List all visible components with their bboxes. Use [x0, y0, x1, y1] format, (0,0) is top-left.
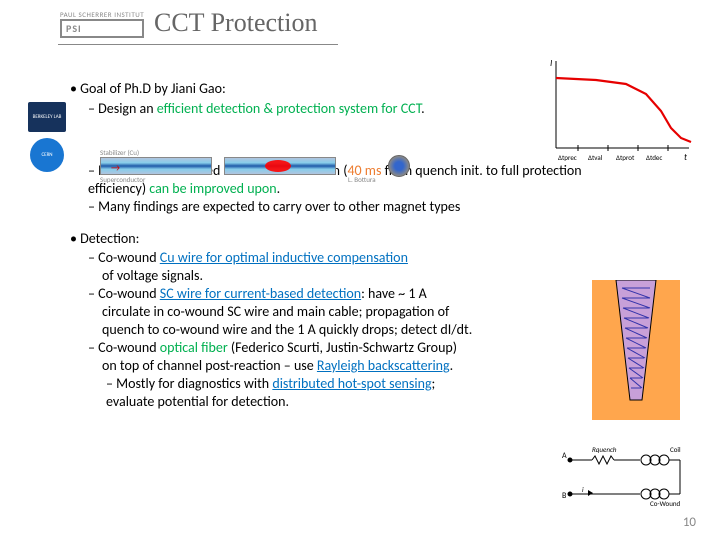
psi-mark: PSI — [60, 19, 144, 38]
svg-text:Δtprot: Δtprot — [616, 153, 635, 162]
berkeley-lab-logo: BERKELEY LAB — [28, 102, 66, 132]
svg-text:Δtprec: Δtprec — [558, 153, 577, 162]
title-underline — [58, 44, 338, 45]
bullet-det-b-l2: circulate in co-wound SC wire and main c… — [102, 303, 590, 321]
text-blue: Rayleigh backscattering — [317, 357, 450, 374]
iv-curve-chart: I t Δtprec Δtval Δtprot Δtdec — [544, 56, 694, 166]
svg-text:I: I — [550, 58, 552, 69]
arrow-icon: → — [111, 161, 120, 174]
sc-cross-section-icon — [388, 155, 410, 177]
text: . — [421, 100, 425, 117]
text: ; — [432, 375, 436, 392]
text-green: efficient detection & protection system … — [157, 100, 421, 117]
circuit-label-r: Rquench — [592, 446, 617, 454]
arrow-icon — [588, 490, 593, 496]
bullet-det-a-l2: of voltage signals. — [102, 267, 590, 285]
bullet-detection: Detection: — [70, 230, 590, 248]
circuit-label-b: B — [562, 491, 567, 501]
svg-text:Δtval: Δtval — [588, 153, 603, 162]
text: Co-wound — [98, 285, 160, 302]
circuit-label-i: i — [582, 485, 584, 494]
bullet-goal-c: Many findings are expected to carry over… — [88, 198, 590, 216]
bullet-det-c-l3: – Mostly for diagnostics with distribute… — [106, 375, 590, 393]
superconductor-diagram: Stabilizer (Cu) → Superconductor L. Bott… — [100, 148, 410, 184]
sc-bar-right — [224, 157, 336, 175]
institute-logo: PAUL SCHERRER INSTITUT PSI — [60, 10, 144, 38]
text-blue: distributed hot-spot sensing — [272, 375, 431, 392]
quench-blob-icon — [265, 160, 291, 172]
bullet-det-c-l4: evaluate potential for detection. — [106, 393, 590, 411]
bullet-det-b: Co-wound SC wire for current-based detec… — [88, 285, 590, 303]
text-green: optical fiber — [160, 339, 228, 356]
svg-text:Δtdec: Δtdec — [646, 153, 662, 162]
circuit-diagram: A B Rquench Coil Co-Wound i — [562, 446, 692, 508]
text: on top of channel post-reaction – use — [102, 357, 317, 374]
sc-label-stabilizer: Stabilizer (Cu) — [100, 148, 212, 157]
text: Co-wound — [98, 339, 160, 356]
slot-diagram — [592, 280, 680, 420]
circuit-label-cowound: Co-Wound — [650, 499, 681, 508]
bullet-det-c-l2: on top of channel post-reaction – use Ra… — [102, 357, 590, 375]
page-title: CCT Protection — [154, 8, 317, 38]
text: : have ~ 1 A — [361, 285, 427, 302]
text: Design an — [98, 100, 157, 117]
bullet-goal-a: Design an efficient detection & protecti… — [88, 100, 590, 118]
cern-logo: CERN — [30, 138, 64, 172]
bullet-det-c: Co-wound optical fiber (Federico Scurti,… — [88, 339, 590, 357]
slide-content: Goal of Ph.D by Jiani Gao: Design an eff… — [70, 78, 590, 411]
institute-name: PAUL SCHERRER INSTITUT — [60, 10, 144, 19]
sc-bar-left: → — [100, 157, 212, 175]
sc-label-superconductor: Superconductor — [100, 175, 212, 184]
text: – Mostly for diagnostics with — [106, 375, 272, 392]
bullet-det-a: Co-wound Cu wire for optimal inductive c… — [88, 249, 590, 267]
text: Co-wound — [98, 249, 160, 266]
page-number: 10 — [683, 515, 696, 530]
bullet-det-b-l3: quench to co-wound wire and the 1 A quic… — [102, 321, 590, 339]
lab-logos: BERKELEY LAB CERN — [28, 102, 66, 172]
svg-text:t: t — [684, 152, 688, 163]
text-blue: SC wire for current-based detection — [160, 285, 361, 302]
text-blue: Cu wire for optimal inductive compensati… — [160, 249, 408, 266]
circuit-label-a: A — [562, 451, 567, 461]
text: . — [450, 357, 454, 374]
text: (Federico Scurti, Justin-Schwartz Group) — [228, 339, 457, 356]
sc-label-author: L. Bottura — [348, 175, 376, 184]
circuit-label-coil: Coil — [670, 446, 681, 454]
bullet-goal: Goal of Ph.D by Jiani Gao: — [70, 80, 590, 98]
